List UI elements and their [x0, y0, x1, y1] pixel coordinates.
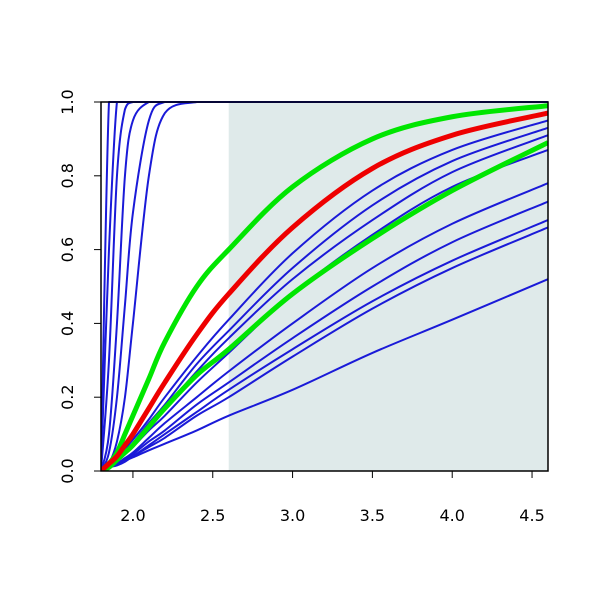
- x-tick-label: 3.0: [280, 506, 305, 525]
- series-line: [101, 278, 548, 471]
- x-tick-label: 2.5: [200, 506, 225, 525]
- x-tick-label: 2.0: [120, 506, 145, 525]
- y-tick-label: 0.2: [58, 384, 77, 409]
- series-line: [101, 226, 548, 471]
- y-tick-label: 0.8: [58, 163, 77, 188]
- series-line: [101, 140, 548, 471]
- x-tick-label: 4.5: [519, 506, 544, 525]
- shaded-region: [228, 102, 548, 471]
- series-line: [101, 110, 548, 471]
- y-tick-label: 0.6: [58, 237, 77, 262]
- y-tick-label: 1.0: [58, 89, 77, 114]
- y-tick-label: 0.4: [58, 311, 77, 336]
- x-tick-label: 3.5: [360, 506, 385, 525]
- plot-frame: [100, 101, 549, 472]
- x-tick-label: 4.0: [439, 506, 464, 525]
- y-tick-label: 0.0: [58, 458, 77, 483]
